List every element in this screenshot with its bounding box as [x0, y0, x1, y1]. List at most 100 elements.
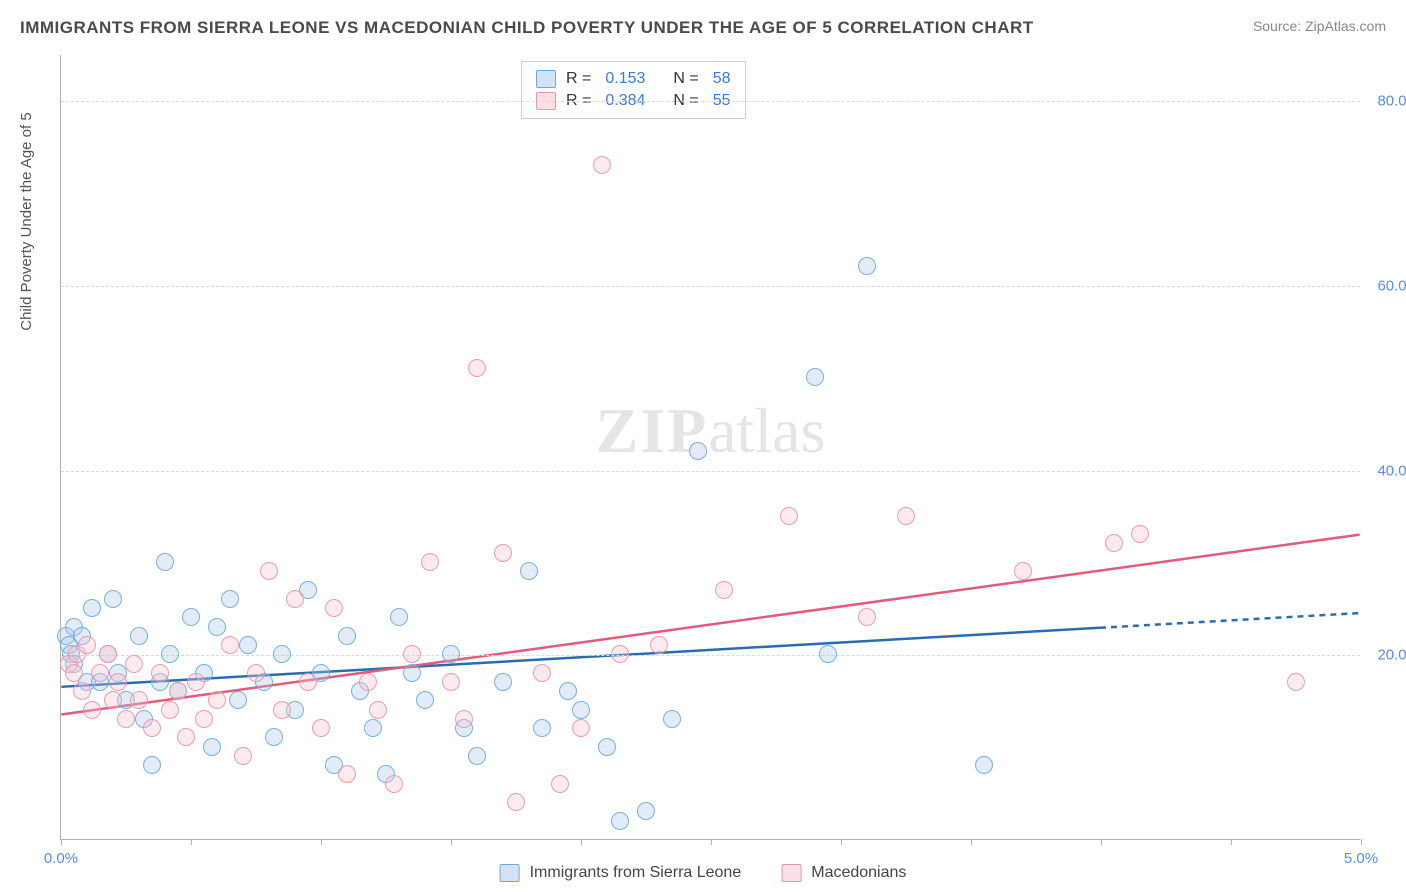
legend-item-sierra_leone: Immigrants from Sierra Leone	[500, 864, 742, 882]
scatter-point-macedonians	[151, 664, 169, 682]
source-attribution: Source: ZipAtlas.com	[1253, 18, 1386, 34]
series-legend: Immigrants from Sierra Leone Macedonians	[500, 864, 907, 882]
scatter-point-macedonians	[455, 710, 473, 728]
scatter-point-sierra_leone	[273, 645, 291, 663]
y-tick-label: 80.0%	[1365, 93, 1406, 110]
scatter-point-macedonians	[73, 682, 91, 700]
scatter-point-macedonians	[312, 719, 330, 737]
scatter-point-macedonians	[442, 673, 460, 691]
legend-swatch-macedonians	[781, 864, 801, 882]
scatter-point-sierra_leone	[520, 562, 538, 580]
scatter-point-sierra_leone	[559, 682, 577, 700]
scatter-point-macedonians	[338, 765, 356, 783]
scatter-point-macedonians	[187, 673, 205, 691]
legend-label: Macedonians	[811, 864, 906, 882]
scatter-point-macedonians	[369, 701, 387, 719]
scatter-point-sierra_leone	[390, 608, 408, 626]
scatter-point-macedonians	[359, 673, 377, 691]
legend-swatch-sierra_leone	[500, 864, 520, 882]
x-tick	[451, 839, 452, 845]
gridline-horizontal	[61, 471, 1360, 472]
r-label: R =	[566, 70, 591, 88]
scatter-point-sierra_leone	[130, 627, 148, 645]
scatter-point-macedonians	[286, 590, 304, 608]
scatter-point-macedonians	[858, 608, 876, 626]
scatter-point-macedonians	[715, 581, 733, 599]
scatter-point-macedonians	[177, 728, 195, 746]
stats-row-sierra_leone: R = 0.153N = 58	[536, 68, 731, 90]
n-value: 58	[713, 70, 731, 88]
x-tick	[1231, 839, 1232, 845]
scatter-point-sierra_leone	[533, 719, 551, 737]
scatter-point-sierra_leone	[611, 812, 629, 830]
scatter-point-macedonians	[260, 562, 278, 580]
scatter-point-macedonians	[91, 664, 109, 682]
r-value: 0.153	[605, 70, 645, 88]
watermark-atlas: atlas	[708, 395, 825, 466]
scatter-point-macedonians	[208, 691, 226, 709]
scatter-point-macedonians	[99, 645, 117, 663]
scatter-point-sierra_leone	[239, 636, 257, 654]
trendline-sierra_leone	[1100, 613, 1360, 628]
scatter-point-macedonians	[897, 507, 915, 525]
x-tick	[971, 839, 972, 845]
x-tick	[1101, 839, 1102, 845]
scatter-point-macedonians	[221, 636, 239, 654]
scatter-point-macedonians	[572, 719, 590, 737]
correlation-stats-box: R = 0.153N = 58R = 0.384N = 55	[521, 61, 746, 119]
scatter-point-macedonians	[533, 664, 551, 682]
scatter-point-macedonians	[593, 156, 611, 174]
scatter-point-sierra_leone	[416, 691, 434, 709]
x-tick-label: 0.0%	[44, 850, 78, 867]
x-tick	[581, 839, 582, 845]
scatter-point-macedonians	[385, 775, 403, 793]
scatter-point-sierra_leone	[221, 590, 239, 608]
x-tick	[321, 839, 322, 845]
scatter-point-macedonians	[161, 701, 179, 719]
y-axis-label: Child Poverty Under the Age of 5	[18, 112, 35, 330]
legend-item-macedonians: Macedonians	[781, 864, 906, 882]
scatter-point-sierra_leone	[975, 756, 993, 774]
scatter-point-sierra_leone	[494, 673, 512, 691]
scatter-point-macedonians	[109, 673, 127, 691]
x-tick	[841, 839, 842, 845]
x-tick	[711, 839, 712, 845]
scatter-point-sierra_leone	[143, 756, 161, 774]
scatter-point-macedonians	[650, 636, 668, 654]
gridline-horizontal	[61, 101, 1360, 102]
trendline-sierra_leone	[61, 628, 1100, 687]
scatter-point-sierra_leone	[265, 728, 283, 746]
scatter-point-macedonians	[1014, 562, 1032, 580]
scatter-point-macedonians	[299, 673, 317, 691]
scatter-point-macedonians	[507, 793, 525, 811]
scatter-point-macedonians	[247, 664, 265, 682]
scatter-point-macedonians	[104, 691, 122, 709]
scatter-point-sierra_leone	[663, 710, 681, 728]
x-tick-label: 5.0%	[1344, 850, 1378, 867]
scatter-point-macedonians	[780, 507, 798, 525]
scatter-point-macedonians	[143, 719, 161, 737]
trendlines-layer	[61, 55, 1360, 839]
scatter-point-sierra_leone	[156, 553, 174, 571]
scatter-point-macedonians	[169, 682, 187, 700]
scatter-point-sierra_leone	[403, 664, 421, 682]
scatter-point-sierra_leone	[203, 738, 221, 756]
scatter-point-sierra_leone	[208, 618, 226, 636]
scatter-point-macedonians	[195, 710, 213, 728]
scatter-point-sierra_leone	[229, 691, 247, 709]
scatter-point-macedonians	[1105, 534, 1123, 552]
chart-title: IMMIGRANTS FROM SIERRA LEONE VS MACEDONI…	[20, 18, 1034, 38]
scatter-point-macedonians	[468, 359, 486, 377]
scatter-point-macedonians	[273, 701, 291, 719]
scatter-point-macedonians	[403, 645, 421, 663]
scatter-point-sierra_leone	[364, 719, 382, 737]
gridline-horizontal	[61, 655, 1360, 656]
scatter-point-sierra_leone	[83, 599, 101, 617]
legend-label: Immigrants from Sierra Leone	[530, 864, 742, 882]
y-tick-label: 40.0%	[1365, 462, 1406, 479]
scatter-point-sierra_leone	[442, 645, 460, 663]
scatter-point-sierra_leone	[572, 701, 590, 719]
scatter-point-macedonians	[611, 645, 629, 663]
scatter-point-macedonians	[78, 636, 96, 654]
scatter-point-sierra_leone	[689, 442, 707, 460]
